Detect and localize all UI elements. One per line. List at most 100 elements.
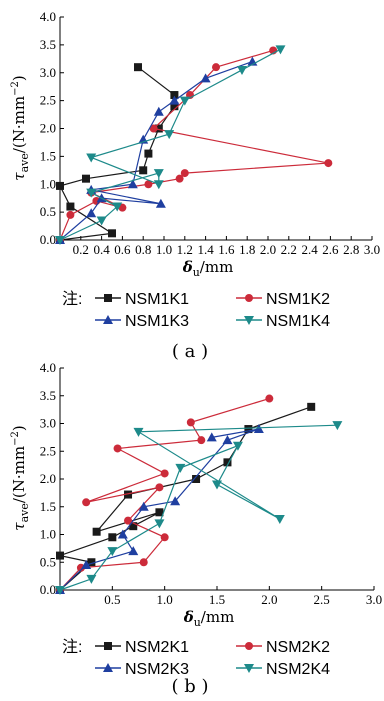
series-NSM1K2 [56,46,333,244]
legend-marker-NSM1K2 [245,294,253,302]
data-point-NSM1K3 [155,198,166,208]
data-point-NSM1K2 [180,169,189,178]
data-point-NSM2K4 [232,441,243,451]
y-tick-label: 3.5 [40,37,56,52]
legend-marker-NSM1K3 [103,315,113,324]
y-tick-label: 1.5 [40,499,56,514]
data-point-NSM1K1 [170,102,179,111]
x-axis-label: δu/mm [182,258,234,279]
data-point-NSM1K1 [82,174,90,183]
legend-marker-NSM1K4 [244,316,254,325]
data-point-NSM1K4 [153,180,164,190]
data-point-NSM2K4 [175,463,186,473]
data-point-NSM2K3 [128,546,139,556]
data-point-NSM1K4 [275,45,286,55]
data-point-NSM2K4 [107,547,118,557]
series-line-NSM1K2 [59,49,329,241]
legend-label-NSM2K4: NSM2K4 [266,661,330,678]
data-point-NSM1K4 [153,169,164,179]
data-point-NSM1K3 [153,106,164,116]
y-axis-label: τave/(N·mm−2) [10,75,31,180]
data-point-NSM2K3 [222,435,233,445]
data-point-NSM1K2 [149,124,158,133]
data-point-NSM2K1 [307,402,316,411]
data-point-NSM2K2 [76,563,85,572]
data-point-NSM1K1 [154,124,163,133]
legend-label-NSM1K3: NSM1K3 [125,313,189,330]
legend: 注: NSM1K1 NSM1K2 NSM1K3 NSM1K4 [62,290,330,330]
data-point-NSM2K1 [155,508,164,517]
data-point-NSM1K1 [56,181,64,190]
series-NSM2K1 [56,402,316,594]
series-NSM2K4 [55,421,343,595]
y-tick-label: 0.0 [40,582,56,597]
y-tick-label: 0.5 [40,554,56,569]
series-NSM1K4 [55,45,286,245]
x-tick-label: 1.5 [209,592,225,607]
y-tick-label: 4.0 [40,9,56,24]
legend-prefix: 注: [62,638,82,656]
data-point-NSM2K1 [108,533,117,542]
data-point-NSM2K2 [160,533,169,542]
y-tick-label: 2.0 [40,471,56,486]
legend-label-NSM2K3: NSM2K3 [125,661,189,678]
y-tick-label: 2.5 [40,443,56,458]
legend-label-NSM2K1: NSM2K1 [125,639,189,656]
data-point-NSM1K4 [237,65,247,75]
data-point-NSM1K2 [144,180,153,189]
data-point-NSM2K1 [124,490,133,499]
data-point-NSM2K1 [56,551,64,560]
legend-prefix: 注: [62,290,82,308]
data-point-NSM2K3 [253,424,264,434]
y-axis-label: τave/(N·mm−2) [10,425,31,530]
chart-panel-1: 0.0 0.5 1.0 1.5 2.0 2.5 3.0 3.5 4.0 0.2 0.4 0.6 0.8 1… [10,9,380,362]
data-point-NSM2K2 [113,444,122,453]
series-line-NSM2K4 [59,424,338,591]
data-point-NSM1K1 [108,229,116,238]
data-point-NSM1K4 [164,130,175,140]
data-point-NSM2K1 [192,475,201,483]
data-point-NSM1K1 [170,91,179,100]
x-tick-label: 1.0 [157,592,173,607]
y-tick-label: 1.0 [40,527,56,542]
data-point-NSM1K4 [112,202,123,212]
data-point-NSM2K2 [186,418,195,427]
legend-label-NSM2K2: NSM2K2 [266,639,330,656]
data-point-NSM2K4 [274,514,285,524]
legend-marker-NSM2K2 [245,642,253,650]
data-point-NSM2K2 [82,498,91,507]
y-tick-label: 0.5 [40,204,56,219]
data-point-NSM2K3 [206,432,217,442]
series-NSM1K1 [56,63,179,244]
data-point-NSM1K1 [134,63,142,72]
data-point-NSM2K4 [133,427,144,437]
data-point-NSM1K3 [200,73,211,83]
y-tick-label: 0.0 [40,232,56,247]
figure-caption: ( a ) [172,341,208,362]
data-point-NSM1K2 [66,210,75,219]
legend-label-NSM1K2: NSM1K2 [266,291,330,308]
data-point-NSM2K2 [139,558,148,567]
x-tick-label: 2.5 [314,592,330,607]
data-point-NSM1K3 [169,95,180,105]
y-tick-label: 3.0 [40,416,56,431]
data-point-NSM2K4 [86,574,97,584]
legend: 注: NSM2K1 NSM2K2 NSM2K3 NSM2K4 [62,638,330,678]
data-point-NSM1K4 [55,236,65,245]
data-point-NSM2K4 [154,519,165,529]
x-tick-label: 3.0 [364,242,380,257]
data-point-NSM2K1 [223,458,232,467]
figure-caption: ( b ) [171,676,208,697]
x-tick-label: 0.4 [93,242,110,257]
data-point-NSM2K3 [138,501,149,511]
x-axis-label: δu/mm [183,608,235,629]
x-tick-label: 2.0 [260,242,276,257]
y-tick-label: 4.0 [40,360,56,375]
legend-label-NSM1K4: NSM1K4 [266,313,330,330]
data-point-NSM1K2 [212,63,220,72]
data-point-NSM2K1 [129,522,138,531]
data-point-NSM2K1 [87,558,96,567]
data-point-NSM1K4 [179,96,190,106]
data-point-NSM2K2 [155,483,164,492]
data-point-NSM2K4 [212,480,222,490]
